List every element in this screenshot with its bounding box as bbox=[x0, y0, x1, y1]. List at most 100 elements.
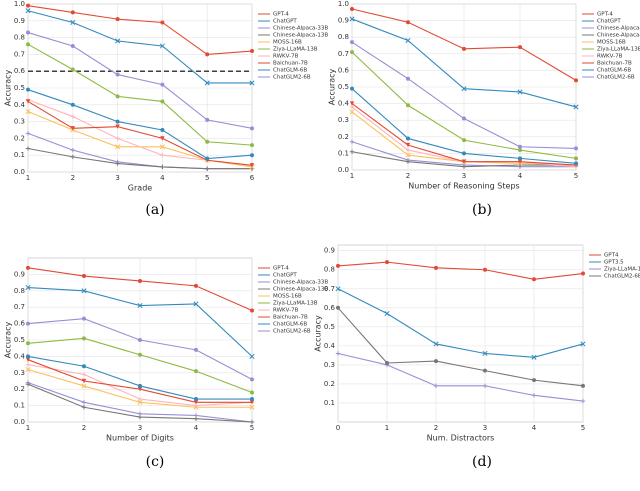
y-tick-label: 0.9 bbox=[14, 270, 25, 278]
marker bbox=[461, 159, 467, 164]
y-tick-label: 0.2 bbox=[338, 133, 349, 141]
marker bbox=[159, 144, 165, 150]
marker bbox=[25, 284, 31, 291]
marker bbox=[581, 383, 585, 388]
y-axis-label: Accuracy bbox=[328, 68, 337, 105]
legend-label: Chinese-Alpaca-33B bbox=[273, 26, 328, 32]
marker bbox=[115, 144, 121, 150]
marker bbox=[115, 161, 120, 166]
marker bbox=[82, 336, 86, 341]
marker bbox=[137, 387, 143, 392]
marker bbox=[385, 361, 389, 365]
y-tick-label: 0.7 bbox=[14, 50, 25, 58]
marker bbox=[250, 49, 254, 54]
marker bbox=[115, 72, 120, 77]
marker bbox=[194, 369, 198, 374]
x-tick-label: 1 bbox=[26, 174, 30, 182]
marker bbox=[461, 86, 467, 92]
marker bbox=[194, 283, 198, 288]
marker bbox=[517, 89, 523, 95]
marker bbox=[532, 277, 536, 282]
marker bbox=[349, 109, 355, 115]
x-tick-label: 6 bbox=[250, 174, 255, 182]
legend-label: GPT4 bbox=[604, 253, 619, 259]
marker bbox=[160, 82, 165, 87]
legend-label: Chinese-Alpaca-13B bbox=[597, 33, 640, 39]
y-tick-label: 0.4 bbox=[14, 101, 26, 109]
y-tick-label: 0.7 bbox=[324, 285, 335, 293]
marker bbox=[482, 350, 488, 357]
marker bbox=[160, 136, 165, 141]
legend-label: Baichuan-7B bbox=[273, 61, 308, 67]
marker bbox=[194, 397, 198, 402]
marker bbox=[115, 119, 120, 124]
marker bbox=[349, 139, 355, 144]
x-tick-label: 1 bbox=[385, 424, 389, 432]
x-tick-label: 3 bbox=[483, 424, 487, 432]
y-tick-label: 1.0 bbox=[14, 0, 25, 8]
marker bbox=[205, 139, 210, 144]
x-tick-label: 2 bbox=[82, 424, 86, 432]
x-tick-label: 1 bbox=[350, 172, 354, 180]
x-axis-label: Num. Distractors bbox=[427, 434, 495, 443]
caption: (d) bbox=[472, 454, 492, 470]
x-tick-label: 4 bbox=[160, 174, 165, 182]
marker bbox=[518, 45, 522, 50]
legend-label: MOSS-16B bbox=[597, 40, 626, 46]
marker bbox=[193, 301, 199, 307]
legend-label: Chinese-Alpaca-13B bbox=[273, 33, 328, 39]
y-tick-label: 1.0 bbox=[338, 0, 349, 8]
x-tick-label: 4 bbox=[194, 424, 199, 432]
marker bbox=[250, 397, 254, 402]
marker bbox=[249, 163, 255, 168]
marker bbox=[250, 390, 254, 395]
marker bbox=[81, 378, 87, 384]
marker bbox=[115, 124, 120, 129]
marker bbox=[532, 378, 536, 383]
marker bbox=[406, 20, 410, 25]
y-tick-label: 0.8 bbox=[338, 33, 349, 41]
marker bbox=[250, 143, 254, 148]
marker bbox=[160, 99, 165, 104]
legend-label: GPT-4 bbox=[273, 12, 289, 18]
marker bbox=[531, 354, 537, 360]
y-axis-label: Accuracy bbox=[4, 321, 13, 358]
series-line bbox=[337, 352, 584, 402]
legend-label: ChatGPT bbox=[273, 273, 297, 279]
caption: (a) bbox=[145, 202, 164, 218]
marker bbox=[531, 393, 537, 398]
marker bbox=[70, 154, 75, 160]
marker bbox=[115, 17, 120, 22]
marker bbox=[434, 265, 438, 270]
series-line bbox=[27, 43, 253, 146]
x-tick-label: 2 bbox=[434, 424, 438, 432]
y-tick-label: 0.0 bbox=[14, 418, 25, 426]
marker bbox=[518, 156, 522, 161]
marker bbox=[26, 42, 30, 47]
y-tick-label: 0.8 bbox=[14, 287, 25, 295]
marker bbox=[462, 138, 466, 143]
y-tick-label: 0.4 bbox=[14, 352, 26, 360]
marker bbox=[581, 271, 585, 276]
marker bbox=[25, 382, 31, 387]
marker bbox=[574, 156, 578, 161]
marker bbox=[138, 383, 142, 388]
marker bbox=[349, 101, 355, 106]
legend-label: Chinese-Alpaca-33B bbox=[273, 280, 328, 286]
x-tick-label: 5 bbox=[574, 172, 578, 180]
x-tick-label: 3 bbox=[115, 174, 119, 182]
marker bbox=[137, 414, 143, 420]
marker bbox=[433, 383, 439, 389]
x-tick-label: 5 bbox=[205, 174, 209, 182]
marker bbox=[483, 368, 487, 373]
marker bbox=[26, 341, 30, 346]
marker bbox=[70, 102, 75, 107]
marker bbox=[138, 352, 142, 357]
marker bbox=[350, 6, 354, 11]
chart-panel: 0.1 0.2 0.3 0.4 0.5 0.6 0.7 0.8 0.9 0 1 2 3 4 5 GPT4GPT… bbox=[314, 244, 640, 470]
x-tick-label: 5 bbox=[250, 424, 254, 432]
y-tick-label: 0.5 bbox=[14, 84, 25, 92]
marker bbox=[160, 164, 165, 170]
marker bbox=[70, 126, 75, 131]
marker bbox=[160, 153, 165, 158]
